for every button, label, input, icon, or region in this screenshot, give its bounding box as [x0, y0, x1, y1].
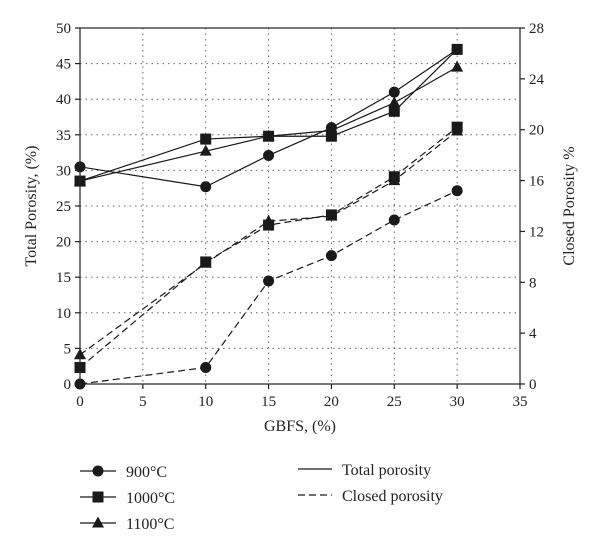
closed-900c-point — [200, 361, 212, 373]
left-y-tick-label: 40 — [56, 92, 71, 108]
total-1000c-line — [79, 48, 458, 182]
total-1100c-point — [451, 60, 464, 72]
left-y-tick-label: 45 — [56, 57, 71, 73]
x-tick-label: 25 — [387, 394, 402, 410]
total-1100c-point — [262, 129, 275, 141]
legend-marker-label: 900°C — [126, 464, 167, 481]
axes: 0 5 10 15 20 25 30 3505101520253035404550048121… — [56, 21, 545, 410]
left-y-tick-label: 30 — [56, 163, 71, 179]
legend-marker-triangle — [92, 516, 104, 528]
grid-lines — [80, 28, 520, 384]
closed-900c-point — [388, 214, 400, 226]
total-1000c-point — [200, 133, 212, 145]
left-y-tick-label: 20 — [56, 235, 71, 251]
x-tick-label: 10 — [198, 394, 213, 410]
left-y-tick-label: 10 — [56, 306, 71, 322]
closed-1100c-line — [79, 130, 458, 356]
closed-1000c-line — [79, 126, 458, 368]
total-1000c-point — [451, 43, 463, 55]
right-y-axis-title: Closed Porosity % — [561, 146, 578, 265]
left-y-axis-title: Total Porosity, (%) — [23, 146, 40, 267]
legend-marker-label: 1100°C — [126, 516, 174, 533]
legend-line-label: Total porosity — [342, 462, 431, 479]
right-y-tick-label: 8 — [529, 275, 537, 291]
x-tick-label: 35 — [513, 394, 528, 410]
x-axis-title: GBFS, (%) — [264, 418, 336, 435]
right-y-tick-label: 16 — [529, 174, 545, 190]
total-1100c-point — [199, 144, 212, 156]
left-y-tick-label: 50 — [56, 21, 71, 37]
closed-900c-point — [451, 185, 463, 197]
x-tick-label: 5 — [139, 394, 147, 410]
total-1100c-point — [325, 124, 338, 136]
right-y-tick-label: 0 — [529, 377, 537, 393]
right-y-tick-label: 28 — [529, 21, 544, 37]
total-1100c-point — [388, 96, 401, 108]
total-1000c-point — [325, 130, 337, 142]
x-tick-label: 15 — [261, 394, 276, 410]
left-y-tick-label: 35 — [56, 128, 71, 144]
closed-900c-point — [325, 250, 337, 262]
legend-marker-label: 1000°C — [126, 490, 175, 507]
total-1100c-line — [79, 66, 458, 182]
legend-marker-square — [92, 491, 104, 503]
legend-marker-circle — [92, 465, 104, 477]
closed-1100c-point — [451, 124, 464, 136]
closed-1100c-point — [325, 209, 338, 221]
total-900c-point — [263, 149, 275, 161]
x-tick-label: 30 — [450, 394, 465, 410]
closed-1100c-point — [388, 174, 401, 186]
total-1000c-point — [388, 105, 400, 117]
legend: 900°C 1000°C 1100°C Total porosity Closed po… — [80, 462, 443, 533]
right-y-tick-label: 20 — [529, 123, 544, 139]
right-y-tick-label: 4 — [529, 326, 537, 342]
total-900c-line — [79, 48, 458, 188]
legend-line-label: Closed porosity — [342, 488, 443, 505]
closed-1100c-point — [199, 256, 212, 268]
total-900c-point — [200, 181, 212, 193]
right-y-tick-label: 24 — [529, 72, 545, 88]
total-900c-point — [388, 86, 400, 98]
closed-1100c-point — [262, 214, 275, 226]
left-y-tick-label: 5 — [64, 341, 72, 357]
series-layer — [74, 43, 464, 390]
left-y-tick-label: 15 — [56, 270, 71, 286]
closed-900c-point — [263, 275, 275, 287]
x-tick-label: 0 — [76, 394, 84, 410]
left-y-tick-label: 0 — [64, 377, 72, 393]
right-y-tick-label: 12 — [529, 224, 544, 240]
x-tick-label: 20 — [324, 394, 339, 410]
left-y-tick-label: 25 — [56, 199, 71, 215]
closed-900c-line — [79, 190, 458, 385]
